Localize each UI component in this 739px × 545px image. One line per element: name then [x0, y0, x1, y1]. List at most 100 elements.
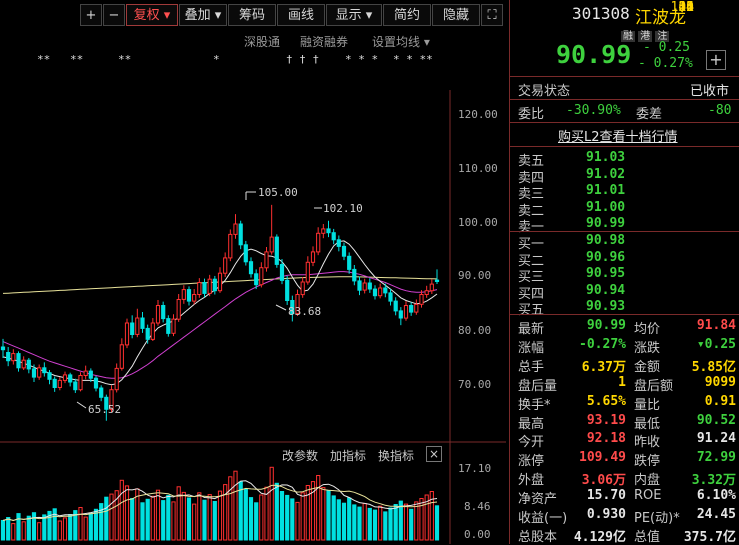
ask-price[interactable]: 91.00 — [586, 199, 626, 215]
candle[interactable] — [104, 394, 109, 421]
candle[interactable] — [264, 246, 269, 272]
candle[interactable] — [290, 295, 295, 322]
indicator-params-button[interactable]: 改参数 — [282, 449, 319, 463]
candle[interactable] — [388, 289, 393, 306]
bid-price[interactable]: 90.96 — [586, 249, 626, 265]
candle[interactable] — [176, 293, 181, 322]
candle[interactable] — [393, 297, 398, 316]
candle[interactable] — [352, 265, 357, 286]
fullscreen-icon[interactable]: ⛶ — [481, 4, 503, 26]
shengutong-link[interactable]: 深股通 — [244, 35, 281, 49]
candle[interactable] — [119, 338, 124, 371]
candle[interactable] — [274, 234, 279, 268]
candle[interactable] — [73, 378, 78, 393]
candle[interactable] — [212, 275, 217, 295]
candle[interactable] — [228, 229, 233, 262]
candle[interactable] — [321, 223, 326, 239]
candle[interactable] — [161, 301, 166, 323]
candle[interactable] — [378, 283, 383, 299]
candle[interactable] — [347, 252, 352, 274]
event-marker[interactable]: * * * — [345, 53, 379, 66]
candle[interactable] — [238, 220, 243, 250]
candle[interactable] — [26, 357, 31, 374]
close-icon[interactable]: × — [426, 446, 442, 462]
candle[interactable] — [155, 300, 161, 326]
candle[interactable] — [248, 257, 254, 278]
candle[interactable] — [93, 376, 99, 392]
candle[interactable] — [135, 308, 140, 338]
diejia-dropdown[interactable]: 叠加 ▾ — [179, 4, 227, 26]
candle[interactable] — [223, 252, 228, 278]
candle[interactable] — [367, 278, 372, 293]
candle[interactable] — [0, 338, 6, 358]
event-marker[interactable]: * * ** — [393, 53, 433, 66]
bid-price[interactable]: 90.93 — [586, 299, 626, 314]
candle[interactable] — [47, 370, 52, 385]
bid-price[interactable]: 90.95 — [586, 266, 626, 281]
candle[interactable] — [192, 289, 197, 305]
candle[interactable] — [171, 314, 176, 337]
settings-ma-dropdown[interactable]: 设置均线 ▾ — [372, 33, 430, 50]
candle[interactable] — [11, 349, 16, 365]
switch-indicator-button[interactable]: 换指标 — [378, 449, 415, 463]
huaxian-button[interactable]: 画线 — [277, 4, 325, 26]
candle[interactable] — [233, 214, 238, 239]
candle[interactable] — [78, 372, 83, 392]
candle[interactable] — [300, 277, 305, 298]
chouma-button[interactable]: 筹码 — [228, 4, 276, 26]
zoom-out-button[interactable]: − — [103, 4, 125, 26]
candle[interactable] — [398, 307, 403, 326]
candle[interactable] — [403, 301, 409, 321]
event-marker[interactable]: * — [213, 53, 220, 66]
candle[interactable] — [6, 347, 11, 367]
yincang-button[interactable]: 隐藏 — [432, 4, 480, 26]
candle[interactable] — [362, 278, 367, 294]
event-marker[interactable]: ** — [70, 53, 84, 66]
candle[interactable] — [217, 267, 223, 293]
candle[interactable] — [295, 289, 300, 316]
candle[interactable] — [68, 372, 73, 387]
candle[interactable] — [357, 276, 362, 296]
candle[interactable] — [150, 318, 155, 342]
candle[interactable] — [326, 220, 331, 238]
candle[interactable] — [372, 285, 378, 300]
ask-price[interactable]: 91.03 — [586, 150, 626, 165]
rongzi-link[interactable]: 融资融券 — [300, 35, 349, 49]
bid-price[interactable]: 90.94 — [586, 282, 626, 298]
candle[interactable] — [243, 240, 248, 266]
candle[interactable] — [341, 242, 347, 261]
candle[interactable] — [130, 315, 135, 339]
zoom-in-button[interactable]: + — [80, 4, 102, 26]
candle[interactable] — [62, 371, 68, 384]
candle[interactable] — [88, 368, 93, 383]
fuquan-dropdown[interactable]: 复权 ▾ — [126, 4, 178, 26]
candle[interactable] — [140, 312, 145, 333]
event-marker[interactable]: ** — [118, 53, 132, 66]
jianyue-button[interactable]: 简约 — [383, 4, 431, 26]
candle[interactable] — [124, 318, 130, 349]
candle[interactable] — [21, 356, 26, 370]
candle[interactable] — [383, 283, 388, 298]
candle[interactable] — [57, 377, 62, 391]
candle[interactable] — [31, 364, 37, 383]
candle[interactable] — [331, 228, 336, 245]
candle[interactable] — [269, 204, 274, 255]
candle[interactable] — [52, 376, 57, 392]
buy-l2-link[interactable]: 购买L2查看十档行情 — [558, 130, 678, 145]
ask-price[interactable]: 91.02 — [586, 166, 626, 182]
candle[interactable] — [181, 285, 186, 304]
candle[interactable] — [83, 365, 88, 380]
bid-price[interactable]: 90.98 — [586, 233, 626, 248]
candle[interactable] — [310, 246, 316, 267]
candle[interactable] — [202, 278, 207, 298]
candle[interactable] — [316, 227, 321, 256]
candle[interactable] — [424, 285, 429, 298]
candle[interactable] — [254, 269, 259, 290]
candle[interactable] — [207, 274, 212, 297]
candle[interactable] — [419, 290, 424, 308]
candle[interactable] — [99, 385, 104, 402]
candle[interactable] — [434, 269, 440, 285]
candle[interactable] — [37, 364, 42, 380]
candle[interactable] — [186, 286, 192, 306]
candle[interactable] — [305, 256, 310, 285]
